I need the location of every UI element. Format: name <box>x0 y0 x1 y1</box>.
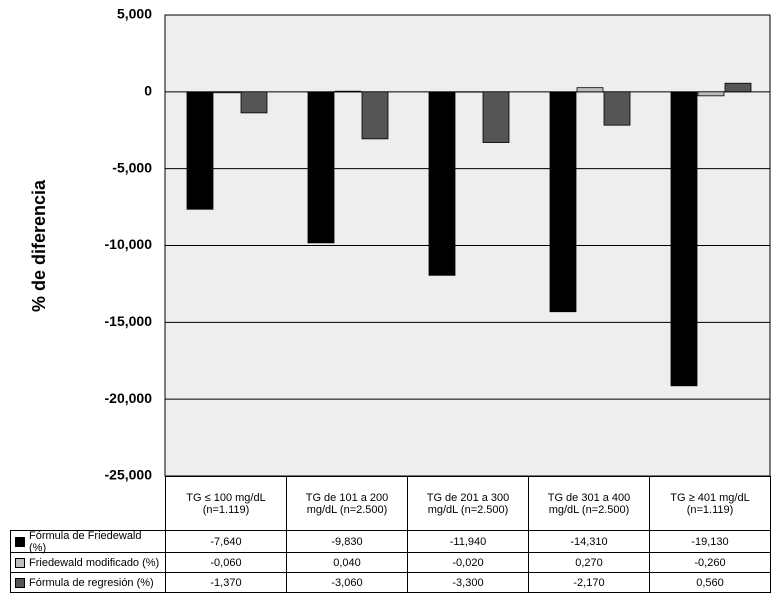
value-label: 0,270 <box>528 552 650 573</box>
bar <box>361 91 389 140</box>
bar <box>334 90 362 93</box>
value-label: -0,060 <box>165 552 287 573</box>
value-label: -11,940 <box>407 530 529 553</box>
y-tick-label: -5,000 <box>112 159 152 175</box>
bar <box>482 91 510 143</box>
value-label: -3,300 <box>407 572 529 593</box>
bar <box>186 91 214 210</box>
value-label: -9,830 <box>286 530 408 553</box>
value-label: -0,260 <box>649 552 771 573</box>
y-axis-label: % de diferencia <box>29 179 49 312</box>
bar <box>670 91 698 387</box>
legend-text: Fórmula de regresión (%) <box>29 576 154 589</box>
bar <box>603 91 631 126</box>
bar <box>697 91 725 97</box>
legend-text: Friedewald modificado (%) <box>29 556 160 569</box>
y-tick-label: -25,000 <box>105 467 153 483</box>
value-label: -7,640 <box>165 530 287 553</box>
value-label: 0,040 <box>286 552 408 573</box>
value-label: -1,370 <box>165 572 287 593</box>
value-label: -0,020 <box>407 552 529 573</box>
bar <box>213 91 241 94</box>
bar <box>576 87 604 93</box>
y-tick-label: 0 <box>144 83 152 99</box>
y-tick-label: -20,000 <box>105 390 153 406</box>
value-label: -14,310 <box>528 530 650 553</box>
category-label: TG de 101 a 200 mg/dL (n=2.500) <box>286 476 408 531</box>
legend-swatch <box>15 577 25 588</box>
bar <box>240 91 268 114</box>
y-tick-label: 5,000 <box>117 6 152 22</box>
bar <box>549 91 577 313</box>
legend-text: Fórmula de Friedewald (%) <box>29 529 142 554</box>
category-label: TG de 301 a 400 mg/dL (n=2.500) <box>528 476 650 531</box>
legend-entry: Fórmula de Friedewald (%) <box>10 529 166 554</box>
legend-swatch <box>15 557 25 568</box>
value-label: 0,560 <box>649 572 771 593</box>
legend-entry: Fórmula de regresión (%) <box>10 572 166 593</box>
bar <box>724 82 752 93</box>
bar <box>428 91 456 276</box>
category-label: TG de 201 a 300 mg/dL (n=2.500) <box>407 476 529 531</box>
bar <box>307 91 335 244</box>
legend-swatch <box>15 536 25 547</box>
value-label: -19,130 <box>649 530 771 553</box>
y-tick-label: -10,000 <box>105 236 153 252</box>
category-label: TG ≥ 401 mg/dL (n=1.119) <box>649 476 771 531</box>
value-label: -3,060 <box>286 572 408 593</box>
category-label: TG ≤ 100 mg/dL (n=1.119) <box>165 476 287 531</box>
y-tick-label: -15,000 <box>105 313 153 329</box>
value-label: -2,170 <box>528 572 650 593</box>
legend-entry: Friedewald modificado (%) <box>10 552 166 573</box>
